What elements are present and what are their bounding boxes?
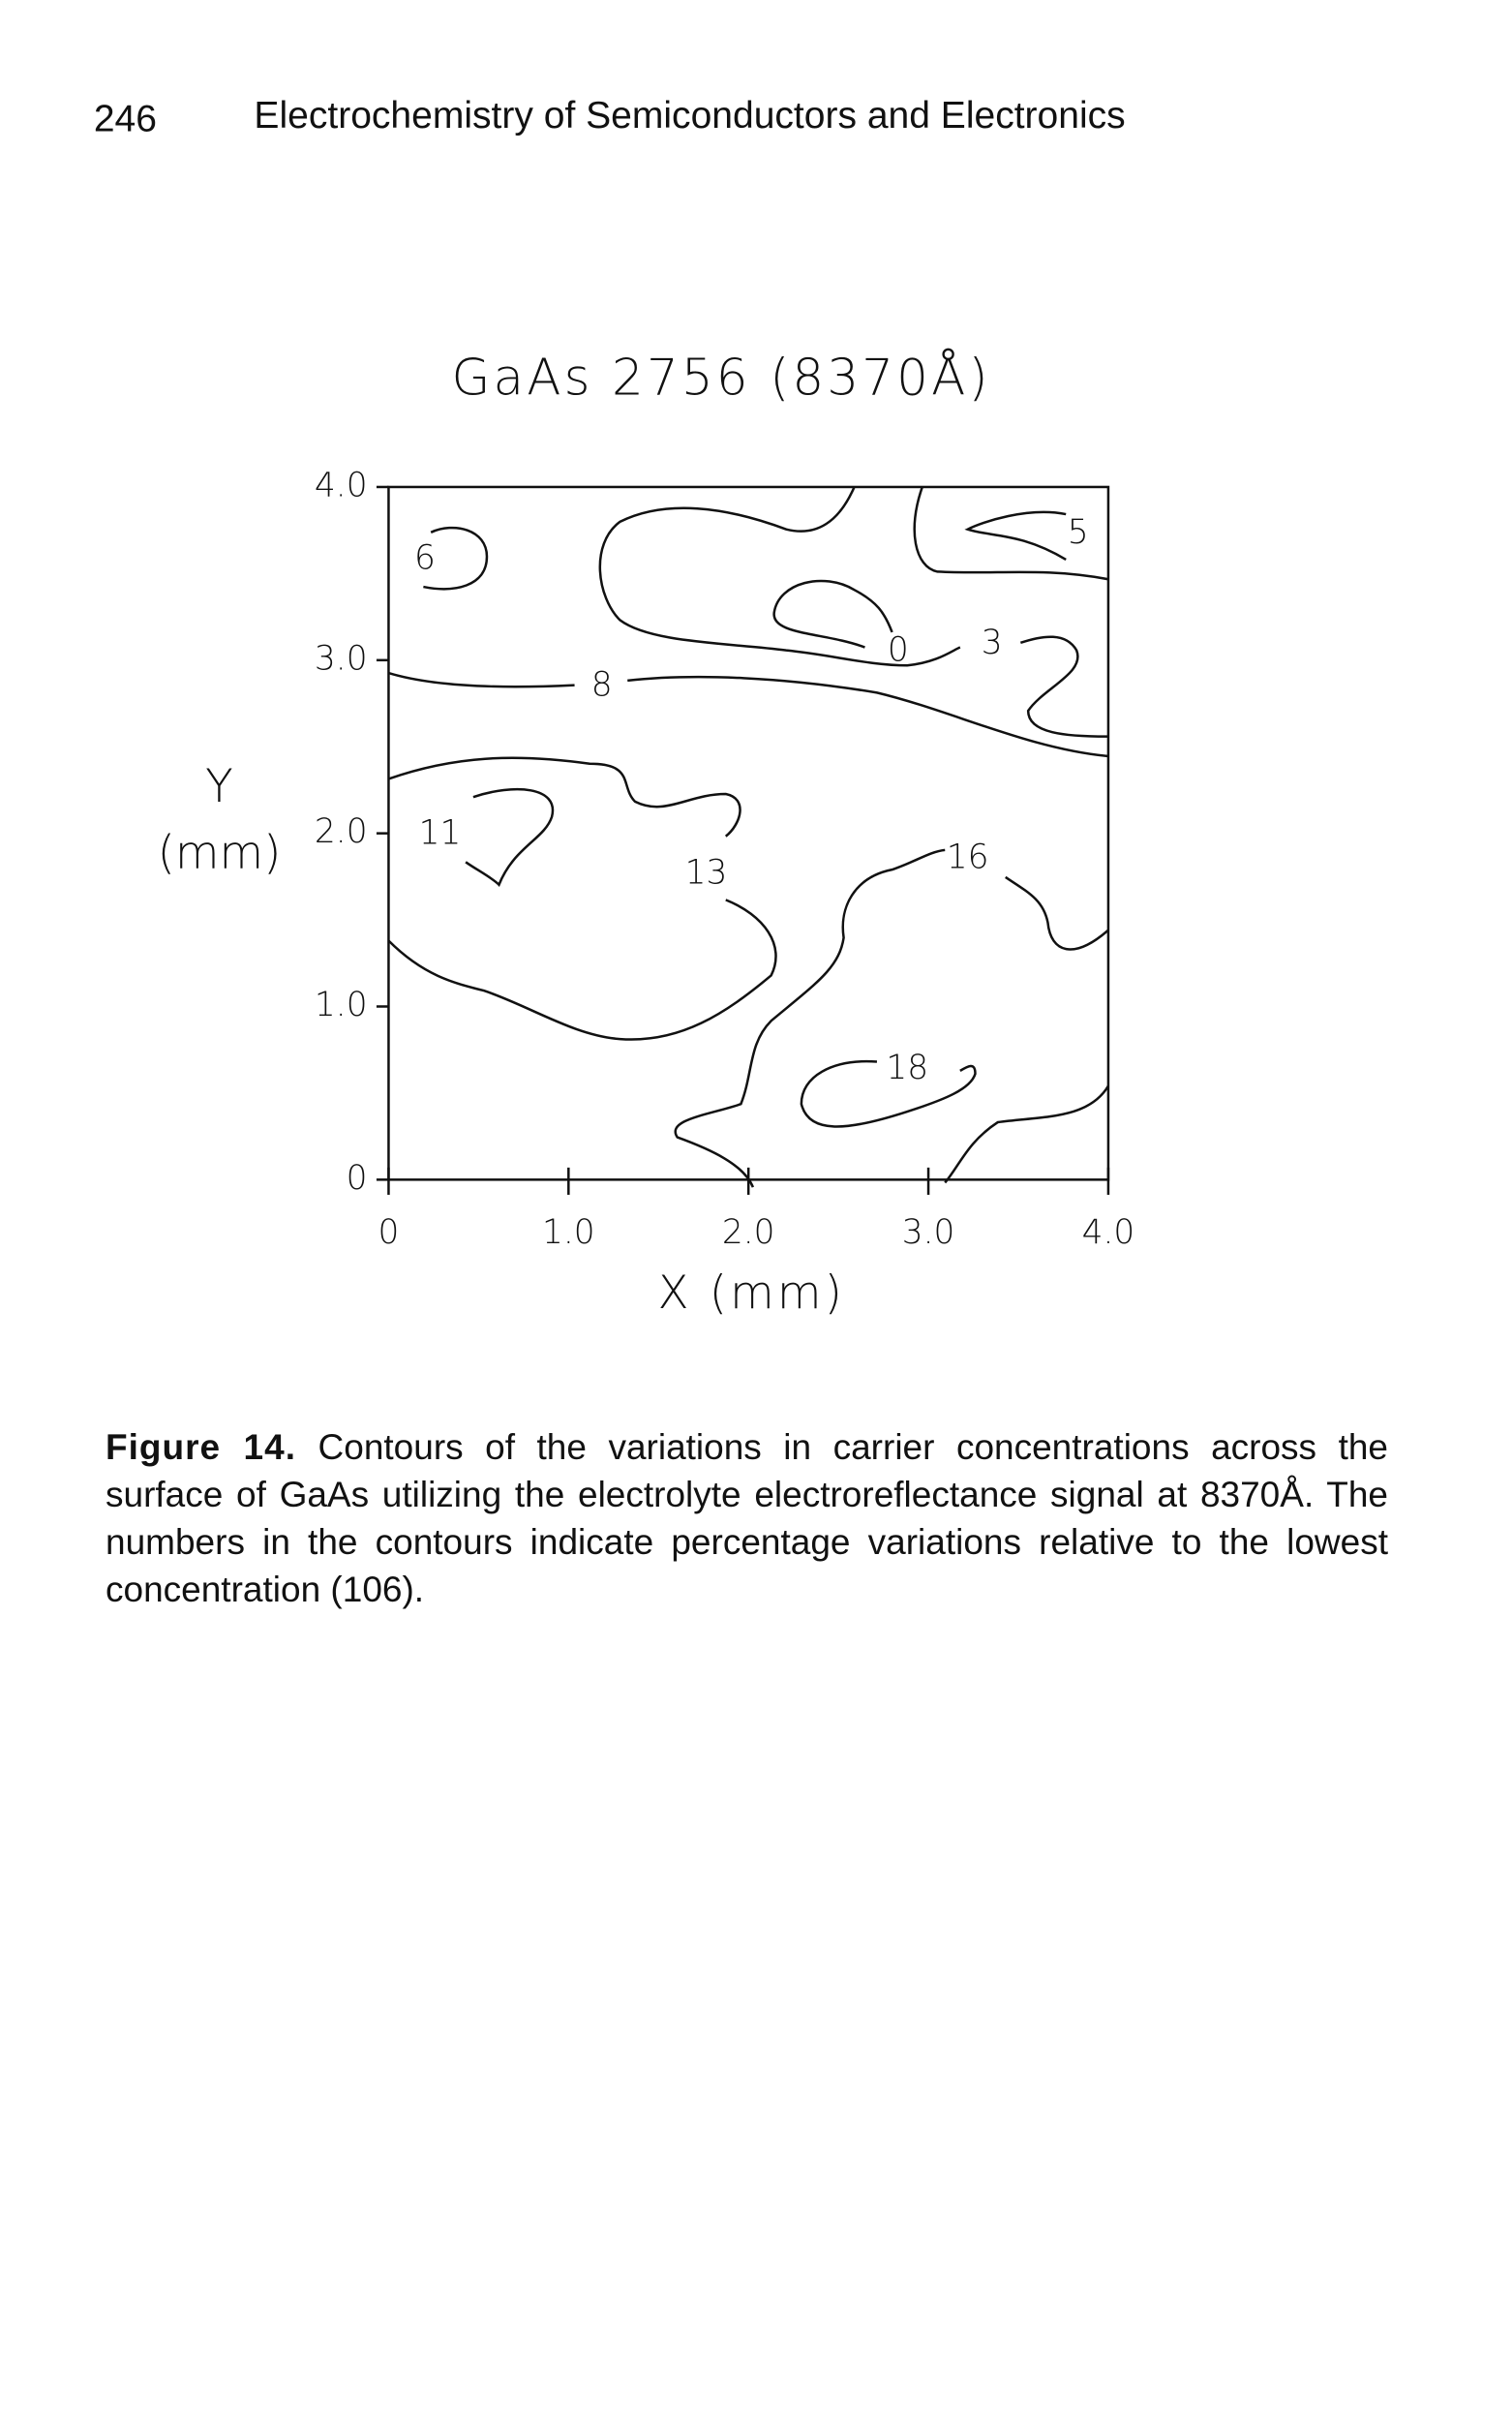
contour-line xyxy=(387,899,777,1041)
x-tick-label: 3.0 xyxy=(902,1213,955,1252)
y-axis-label: (mm) xyxy=(158,828,282,880)
y-tick-label: 4.0 xyxy=(315,466,368,504)
x-tick-label: 1.0 xyxy=(542,1213,595,1252)
contour-label: 3 xyxy=(982,624,1003,662)
y-tick-label: 2.0 xyxy=(315,812,368,851)
contour-line xyxy=(627,675,1109,758)
page-number: 246 xyxy=(94,98,157,139)
y-tick-label: 3.0 xyxy=(315,639,368,678)
y-axis-label: Y xyxy=(205,761,233,813)
contour-label: 5 xyxy=(1068,513,1089,552)
contour-label: 16 xyxy=(947,839,989,877)
contour-label: 8 xyxy=(591,666,613,705)
contour-line xyxy=(944,1084,1110,1184)
contour-line xyxy=(388,756,741,838)
contour-line xyxy=(1005,875,1109,951)
contour-line xyxy=(598,486,961,667)
caption-label: Figure 14. xyxy=(106,1427,296,1467)
x-tick-label: 2.0 xyxy=(722,1213,775,1252)
contour-label: 6 xyxy=(414,538,436,577)
contour-line xyxy=(800,1059,977,1128)
contour-label: 0 xyxy=(888,631,909,670)
figure-caption: Figure 14. Contours of the variations in… xyxy=(106,1423,1388,1613)
y-tick-label: 0 xyxy=(347,1159,368,1198)
contour-line xyxy=(465,787,555,887)
contour-line xyxy=(674,848,946,1188)
contour-line xyxy=(423,526,489,591)
y-tick-label: 1.0 xyxy=(315,986,368,1024)
x-tick-label: 4.0 xyxy=(1082,1213,1135,1252)
contour-label: 18 xyxy=(886,1049,928,1087)
contour-label: 11 xyxy=(419,814,462,853)
contour-line xyxy=(388,671,575,688)
contour-line xyxy=(913,486,1109,581)
contour-line xyxy=(772,579,893,649)
x-tick-label: 0 xyxy=(378,1213,400,1252)
contour-label: 13 xyxy=(685,853,728,892)
x-axis-label: X (mm) xyxy=(658,1267,846,1320)
chart-title: GaAs 2756 (8370Å) xyxy=(451,349,990,408)
contour-line xyxy=(964,510,1067,562)
contour-line xyxy=(1019,635,1108,738)
running-title: Electrochemistry of Semiconductors and E… xyxy=(254,95,1125,137)
caption-text: Contours of the variations in carrier co… xyxy=(106,1427,1388,1609)
